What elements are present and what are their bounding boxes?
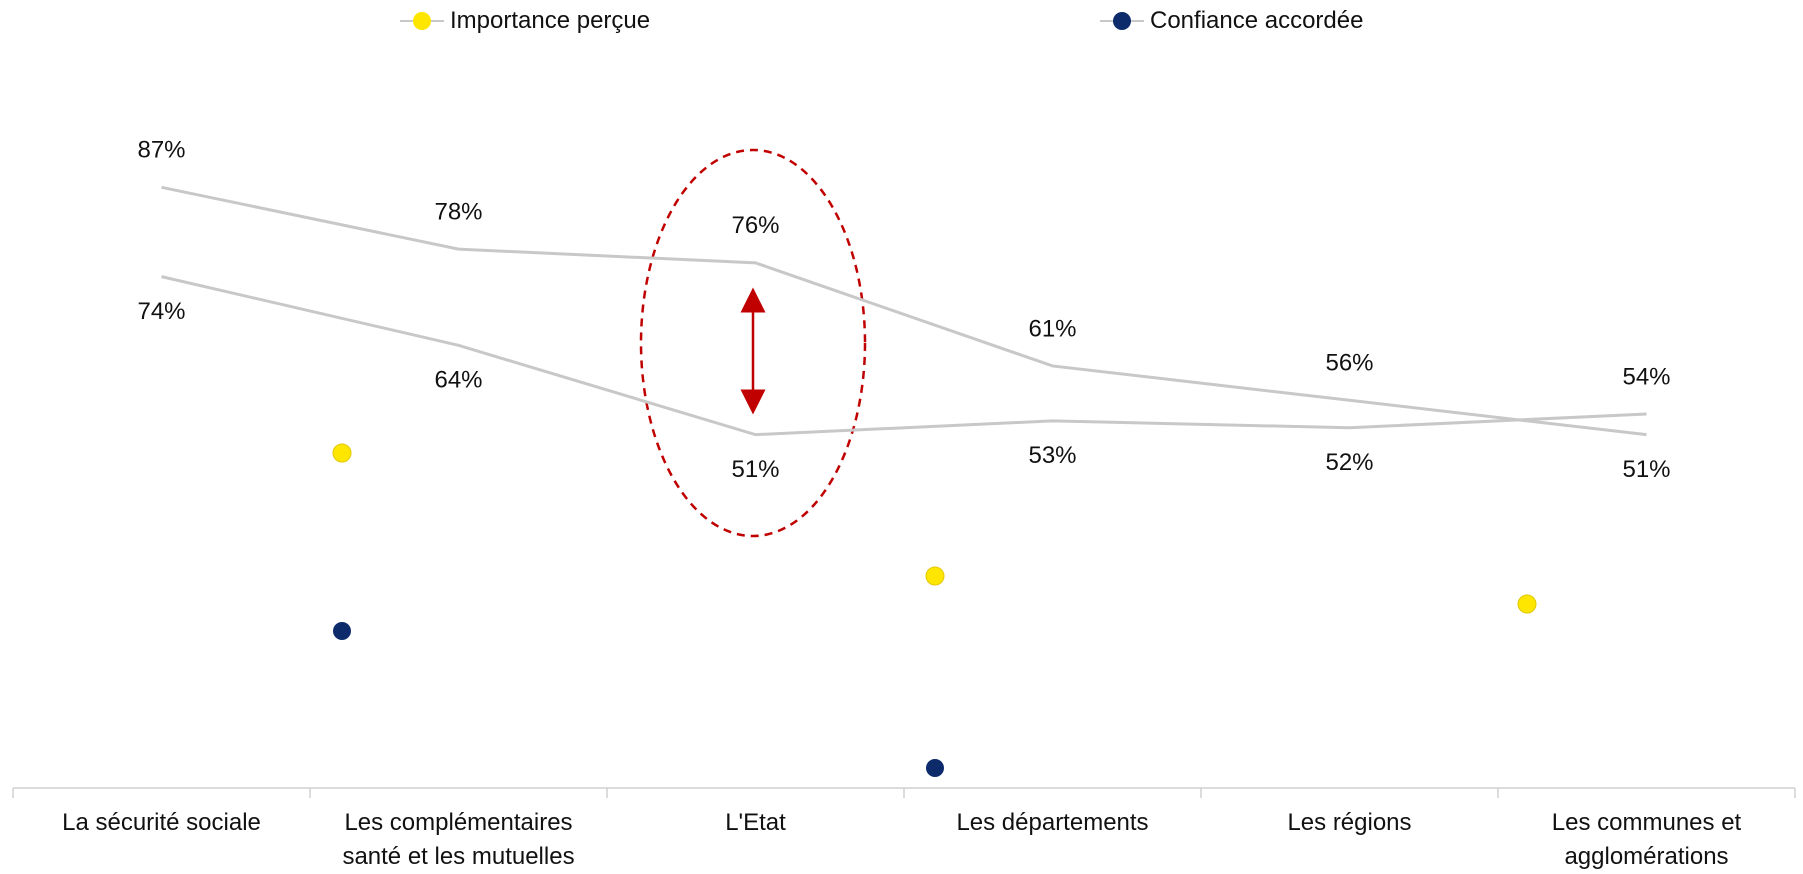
stray-marker: [332, 443, 352, 463]
series-line: [161, 185, 1647, 437]
data-label: 64%: [434, 367, 482, 394]
data-label: 53%: [1028, 442, 1076, 469]
x-tick-label: L'Etat: [725, 809, 786, 836]
legend-marker: [1113, 12, 1131, 30]
data-label: 61%: [1028, 315, 1076, 342]
stray-marker: [333, 622, 351, 640]
stray-marker: [926, 759, 944, 777]
legend-marker: [413, 12, 431, 30]
stray-marker: [1517, 594, 1537, 614]
stray-marker: [925, 566, 945, 586]
data-label: 78%: [434, 198, 482, 225]
data-label: 52%: [1325, 449, 1373, 476]
data-label: 74%: [137, 298, 185, 325]
series-line: [161, 275, 1647, 437]
data-label: 51%: [731, 456, 779, 483]
data-label: 56%: [1325, 350, 1373, 377]
data-label: 87%: [137, 137, 185, 164]
x-tick-label: Les départements: [956, 809, 1149, 836]
data-label: 76%: [731, 212, 779, 239]
x-tick-label: Les communes et agglomérations: [1551, 809, 1742, 870]
x-tick-label: Les complémentaires santé et les mutuell…: [342, 809, 575, 870]
data-label: 51%: [1622, 456, 1670, 483]
legend-label: Importance perçue: [450, 7, 651, 34]
highlight-ellipse: [639, 148, 867, 538]
x-tick-label: Les régions: [1287, 809, 1412, 836]
data-label: 54%: [1622, 363, 1670, 390]
x-tick-label: La sécurité sociale: [62, 809, 261, 836]
legend-label: Confiance accordée: [1150, 7, 1364, 34]
